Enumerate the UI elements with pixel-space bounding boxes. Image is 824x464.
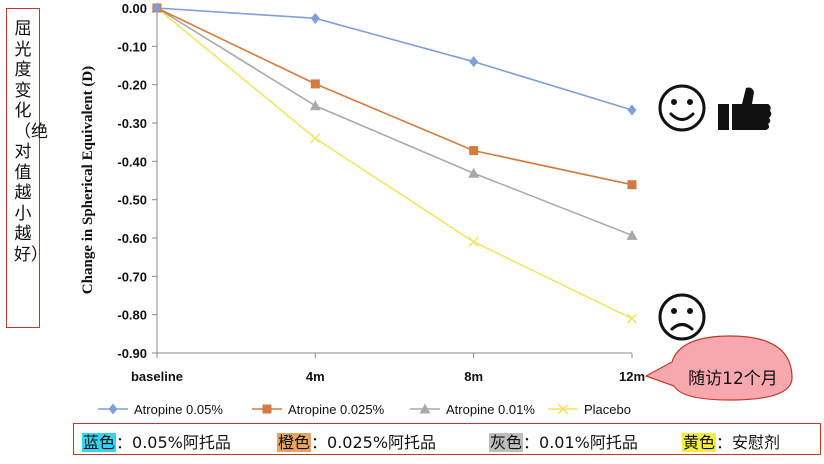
color-key-word: 黄色 [682, 433, 717, 452]
data-point [627, 180, 637, 190]
y-tick-label: -0.60 [117, 231, 147, 246]
data-point [310, 79, 320, 89]
legend-label: Atropine 0.025% [288, 402, 385, 417]
line-chart: 0.00 -0.10 -0.20 -0.30 -0.40 -0.50 -0.60 -0.70 -… [80, 1, 793, 417]
followup-callout: 随访12个月 [644, 335, 793, 401]
data-point [309, 100, 321, 111]
color-key-text: ：0.05%阿托品 [116, 433, 231, 452]
x-tick-label: baseline [131, 369, 183, 384]
data-point [469, 146, 479, 156]
data-point [152, 2, 162, 14]
color-key-item: 黄色：安慰剂 [682, 429, 780, 453]
y-tick-label: -0.70 [117, 269, 147, 284]
smiley-face-icon [658, 84, 706, 132]
color-key-item: 蓝色：0.05%阿托品 [82, 429, 231, 453]
color-key-item: 灰色：0.01%阿托品 [489, 429, 638, 453]
x-tick-label: 12m [619, 369, 645, 384]
legend-marker [419, 403, 431, 414]
side-label-box: 屈光度变化（绝对值越小越好） [6, 8, 48, 328]
chart-axes: 0.00 -0.10 -0.20 -0.30 -0.40 -0.50 -0.60 -0.70 -… [80, 1, 645, 384]
y-tick-label: -0.90 [117, 346, 147, 361]
thumbs-up-icon [718, 87, 772, 130]
y-tick-label: -0.20 [117, 78, 147, 93]
legend-label: Placebo [584, 402, 631, 417]
y-tick-label: -0.80 [117, 308, 147, 323]
data-point [626, 313, 638, 324]
data-point [626, 229, 638, 240]
series-line [156, 7, 633, 320]
legend-label: Atropine 0.05% [134, 402, 223, 417]
color-key-text: ：安慰剂 [716, 433, 781, 452]
legend-marker [108, 403, 118, 415]
y-axis-title: Change in Spherical Equivalent (D) [80, 66, 96, 294]
series-line [156, 7, 633, 237]
y-tick-label: -0.10 [117, 39, 147, 54]
legend-marker [557, 403, 569, 415]
legend-marker [262, 404, 272, 414]
color-key-text: ：0.025%阿托品 [311, 433, 437, 452]
y-tick-label: -0.50 [117, 193, 147, 208]
y-tick-label: -0.30 [117, 116, 147, 131]
x-tick-label: 4m [306, 369, 325, 384]
side-label: 屈光度变化（绝对值越小越好） [14, 19, 48, 265]
color-key-word: 橙色 [277, 433, 312, 452]
data-point [310, 12, 320, 24]
color-key-text: ：0.01%阿托品 [523, 433, 638, 452]
data-point [627, 104, 637, 116]
color-key-box: 蓝色：0.05%阿托品 橙色：0.025%阿托品 灰色：0.01%阿托品 黄色：安慰剂 [73, 423, 821, 455]
y-tick-label: -0.40 [117, 154, 147, 169]
data-point [469, 56, 479, 68]
data-point [468, 167, 480, 178]
x-tick-label: 8m [464, 369, 483, 384]
chart-legend: Atropine 0.05% Atropine 0.025% Atropine 0.… [98, 402, 631, 417]
callout-text: 随访12个月 [688, 369, 778, 389]
color-key-item: 橙色：0.025%阿托品 [277, 429, 436, 453]
series-line [156, 7, 633, 111]
sad-face-icon [658, 293, 706, 341]
legend-label: Atropine 0.01% [446, 402, 535, 417]
color-key-word: 蓝色 [82, 433, 117, 452]
series-line [156, 7, 633, 186]
data-point [468, 236, 479, 247]
y-tick-label: 0.00 [122, 1, 147, 16]
color-key-word: 灰色 [489, 433, 524, 452]
data-point [310, 133, 321, 144]
chart-series [151, 2, 638, 324]
